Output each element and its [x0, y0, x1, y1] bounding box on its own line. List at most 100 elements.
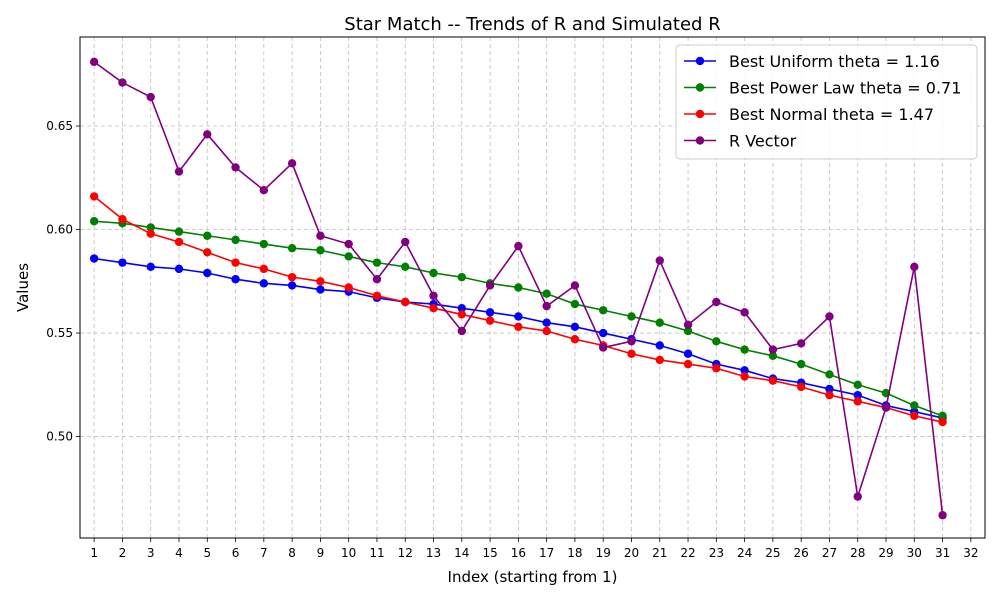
data-point: [231, 163, 240, 172]
data-point: [344, 239, 353, 249]
data-point: [712, 364, 721, 373]
data-point: [401, 237, 410, 247]
x-tick-label: 9: [317, 546, 325, 560]
data-point: [231, 258, 240, 267]
data-point: [203, 130, 212, 139]
data-point: [146, 229, 155, 238]
data-point: [372, 291, 382, 300]
data-point: [146, 223, 155, 232]
x-tick-label: 30: [907, 546, 922, 560]
data-point: [825, 384, 834, 394]
data-point: [203, 268, 212, 278]
data-point: [627, 337, 636, 346]
data-point: [316, 277, 325, 286]
data-point: [401, 297, 410, 307]
data-point: [203, 231, 212, 240]
y-tick-label: 0.55: [46, 326, 73, 340]
x-tick-label: 10: [341, 546, 356, 560]
data-point: [174, 227, 184, 236]
legend-swatch-marker: [695, 56, 705, 66]
data-point: [287, 272, 297, 282]
x-tick-label: 24: [737, 546, 752, 560]
data-point: [118, 214, 127, 224]
x-tick-label: 7: [260, 546, 268, 560]
x-tick-label: 15: [482, 546, 497, 560]
chart-title: Star Match -- Trends of R and Simulated …: [344, 14, 720, 35]
data-point: [796, 339, 806, 348]
data-point: [429, 291, 438, 300]
data-point: [740, 345, 749, 354]
legend-item: Best Uniform theta = 1.16: [684, 52, 940, 71]
data-point: [796, 382, 806, 392]
x-tick-label: 31: [935, 546, 950, 560]
data-point: [174, 264, 184, 274]
x-tick-label: 2: [119, 546, 127, 560]
data-point: [938, 411, 947, 421]
data-point: [344, 252, 353, 261]
data-point: [712, 297, 721, 307]
x-tick-label: 28: [850, 546, 865, 560]
data-point: [118, 78, 127, 87]
legend-item: R Vector: [684, 132, 797, 151]
data-point: [372, 258, 382, 267]
data-point: [825, 312, 834, 321]
data-point: [740, 372, 749, 381]
data-point: [542, 318, 551, 327]
data-point: [853, 492, 862, 501]
legend-swatch-marker: [695, 109, 705, 119]
data-point: [485, 308, 495, 317]
x-tick-label: 16: [511, 546, 526, 560]
x-tick-label: 21: [652, 546, 667, 560]
data-point: [627, 349, 636, 358]
data-point: [712, 337, 721, 346]
data-point: [231, 275, 240, 284]
data-point: [259, 185, 269, 195]
x-tick-label: 27: [822, 546, 837, 560]
data-point: [259, 239, 269, 249]
data-point: [938, 511, 947, 520]
data-point: [259, 279, 269, 288]
data-point: [768, 345, 778, 354]
data-point: [768, 376, 778, 385]
data-point: [570, 335, 580, 344]
data-point: [316, 246, 325, 255]
legend-item: Best Normal theta = 1.47: [684, 105, 934, 124]
data-point: [825, 390, 834, 400]
data-point: [514, 283, 523, 292]
data-point: [570, 322, 580, 332]
data-point: [910, 401, 919, 410]
data-point: [429, 304, 438, 313]
data-point: [740, 308, 749, 317]
data-point: [287, 243, 297, 253]
data-point: [485, 281, 495, 290]
data-point: [683, 326, 693, 336]
data-point: [259, 264, 269, 274]
x-tick-label: 19: [596, 546, 611, 560]
data-point: [853, 397, 862, 406]
data-point: [683, 320, 693, 329]
data-point: [853, 390, 862, 400]
x-axis-label: Index (starting from 1): [448, 568, 618, 586]
data-point: [344, 283, 353, 292]
data-point: [457, 304, 466, 313]
x-tick-label: 29: [878, 546, 893, 560]
plot-frame: [79, 36, 986, 539]
legend-swatch-marker: [695, 83, 705, 92]
data-point: [768, 351, 778, 361]
data-point: [89, 57, 99, 67]
data-point: [401, 262, 410, 271]
x-tick-label: 25: [765, 546, 780, 560]
x-tick-label: 18: [567, 546, 582, 560]
legend: Best Uniform theta = 1.16 Best Power Law …: [675, 44, 978, 160]
legend-box: [675, 44, 978, 160]
data-point: [655, 318, 664, 327]
data-point: [881, 403, 891, 412]
data-point: [203, 248, 212, 257]
series-4: [89, 57, 947, 520]
data-point: [514, 322, 523, 332]
x-tick-label: 6: [232, 546, 240, 560]
x-tick-label: 5: [203, 546, 211, 560]
data-point: [910, 262, 919, 271]
x-tick-label: 20: [624, 546, 639, 560]
